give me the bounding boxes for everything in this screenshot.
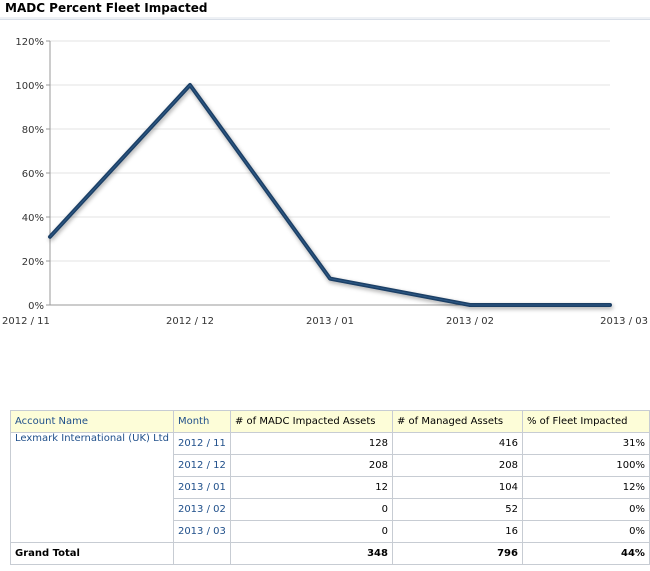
x-tick-label: 2012 / 12: [166, 316, 214, 327]
grand-total-impacted: 348: [229, 542, 393, 565]
y-tick-labels: 0% 20% 40% 60% 80% 100% 120%: [15, 37, 44, 312]
pct-cell: 12%: [521, 476, 650, 499]
x-tick-label: 2013 / 01: [306, 316, 354, 327]
pct-cell: 0%: [521, 498, 650, 521]
month-cell[interactable]: 2013 / 02: [172, 498, 231, 521]
table-row: 2013 / 02 0 52 0%: [11, 498, 650, 521]
gridlines: [50, 40, 610, 262]
y-tick-label: 100%: [15, 81, 44, 92]
y-tick-label: 80%: [22, 125, 44, 136]
y-tick-label: 120%: [15, 37, 44, 48]
y-tick-label: 40%: [22, 213, 44, 224]
x-tick-labels: 2012 / 11 2012 / 12 2013 / 01 2013 / 02 2013…: [2, 316, 648, 327]
title-underline: [0, 17, 650, 19]
table-row: 2013 / 03 0 16 0%: [11, 520, 650, 543]
account-name-cell[interactable]: Lexmark International (UK) Ltd: [10, 432, 174, 543]
impacted-cell: 128: [229, 432, 393, 455]
managed-cell: 104: [391, 476, 523, 499]
month-cell[interactable]: 2013 / 03: [172, 520, 231, 543]
table-row: 2013 / 01 12 104 12%: [11, 476, 650, 499]
y-tick-label: 20%: [22, 257, 44, 268]
managed-cell: 208: [391, 454, 523, 477]
grand-total-month-blank: [172, 542, 231, 565]
impacted-cell: 208: [229, 454, 393, 477]
table-row: 2012 / 12 208 208 100%: [11, 454, 650, 477]
grand-total-row: Grand Total 348 796 44%: [10, 542, 650, 565]
grand-total-label: Grand Total: [10, 542, 174, 565]
impacted-cell: 0: [229, 520, 393, 543]
impacted-cell: 12: [229, 476, 393, 499]
month-cell[interactable]: 2013 / 01: [172, 476, 231, 499]
title-bar: MADC Percent Fleet Impacted: [0, 0, 650, 20]
header-managed-assets: # of Managed Assets: [391, 410, 523, 433]
impacted-cell: 0: [229, 498, 393, 521]
pct-cell: 0%: [521, 520, 650, 543]
series-line-highlight: [49, 84, 610, 306]
managed-cell: 16: [391, 520, 523, 543]
table-header-row: Account Name Month # of MADC Impacted As…: [10, 410, 650, 433]
series-line: [48, 83, 612, 307]
grand-total-pct: 44%: [521, 542, 650, 565]
managed-cell: 52: [391, 498, 523, 521]
line-chart: 0%20%40%60%80%100%120% 2012 / 11 2012 / 1…: [2, 37, 648, 327]
data-table: Account Name Month # of MADC Impacted As…: [10, 410, 650, 565]
header-month[interactable]: Month: [172, 410, 231, 433]
series-line-group: [48, 83, 612, 307]
x-tick-label: 2013 / 03: [600, 316, 648, 327]
x-tick-label: 2012 / 11: [2, 316, 50, 327]
managed-cell: 416: [391, 432, 523, 455]
x-tick-label: 2013 / 02: [446, 316, 494, 327]
table-row: Lexmark International (UK) Ltd 2012 / 11…: [10, 432, 650, 543]
pct-cell: 31%: [521, 432, 650, 455]
y-tick-label: 0%: [28, 301, 44, 312]
header-pct-fleet: % of Fleet Impacted: [521, 410, 650, 433]
chart-title: MADC Percent Fleet Impacted: [5, 1, 208, 15]
header-account-name[interactable]: Account Name: [10, 410, 174, 433]
month-cell[interactable]: 2012 / 12: [172, 454, 231, 477]
header-impacted-assets: # of MADC Impacted Assets: [229, 410, 393, 433]
pct-cell: 100%: [521, 454, 650, 477]
month-cell[interactable]: 2012 / 11: [172, 432, 231, 455]
grand-total-managed: 796: [391, 542, 523, 565]
y-tick-label: 60%: [22, 169, 44, 180]
